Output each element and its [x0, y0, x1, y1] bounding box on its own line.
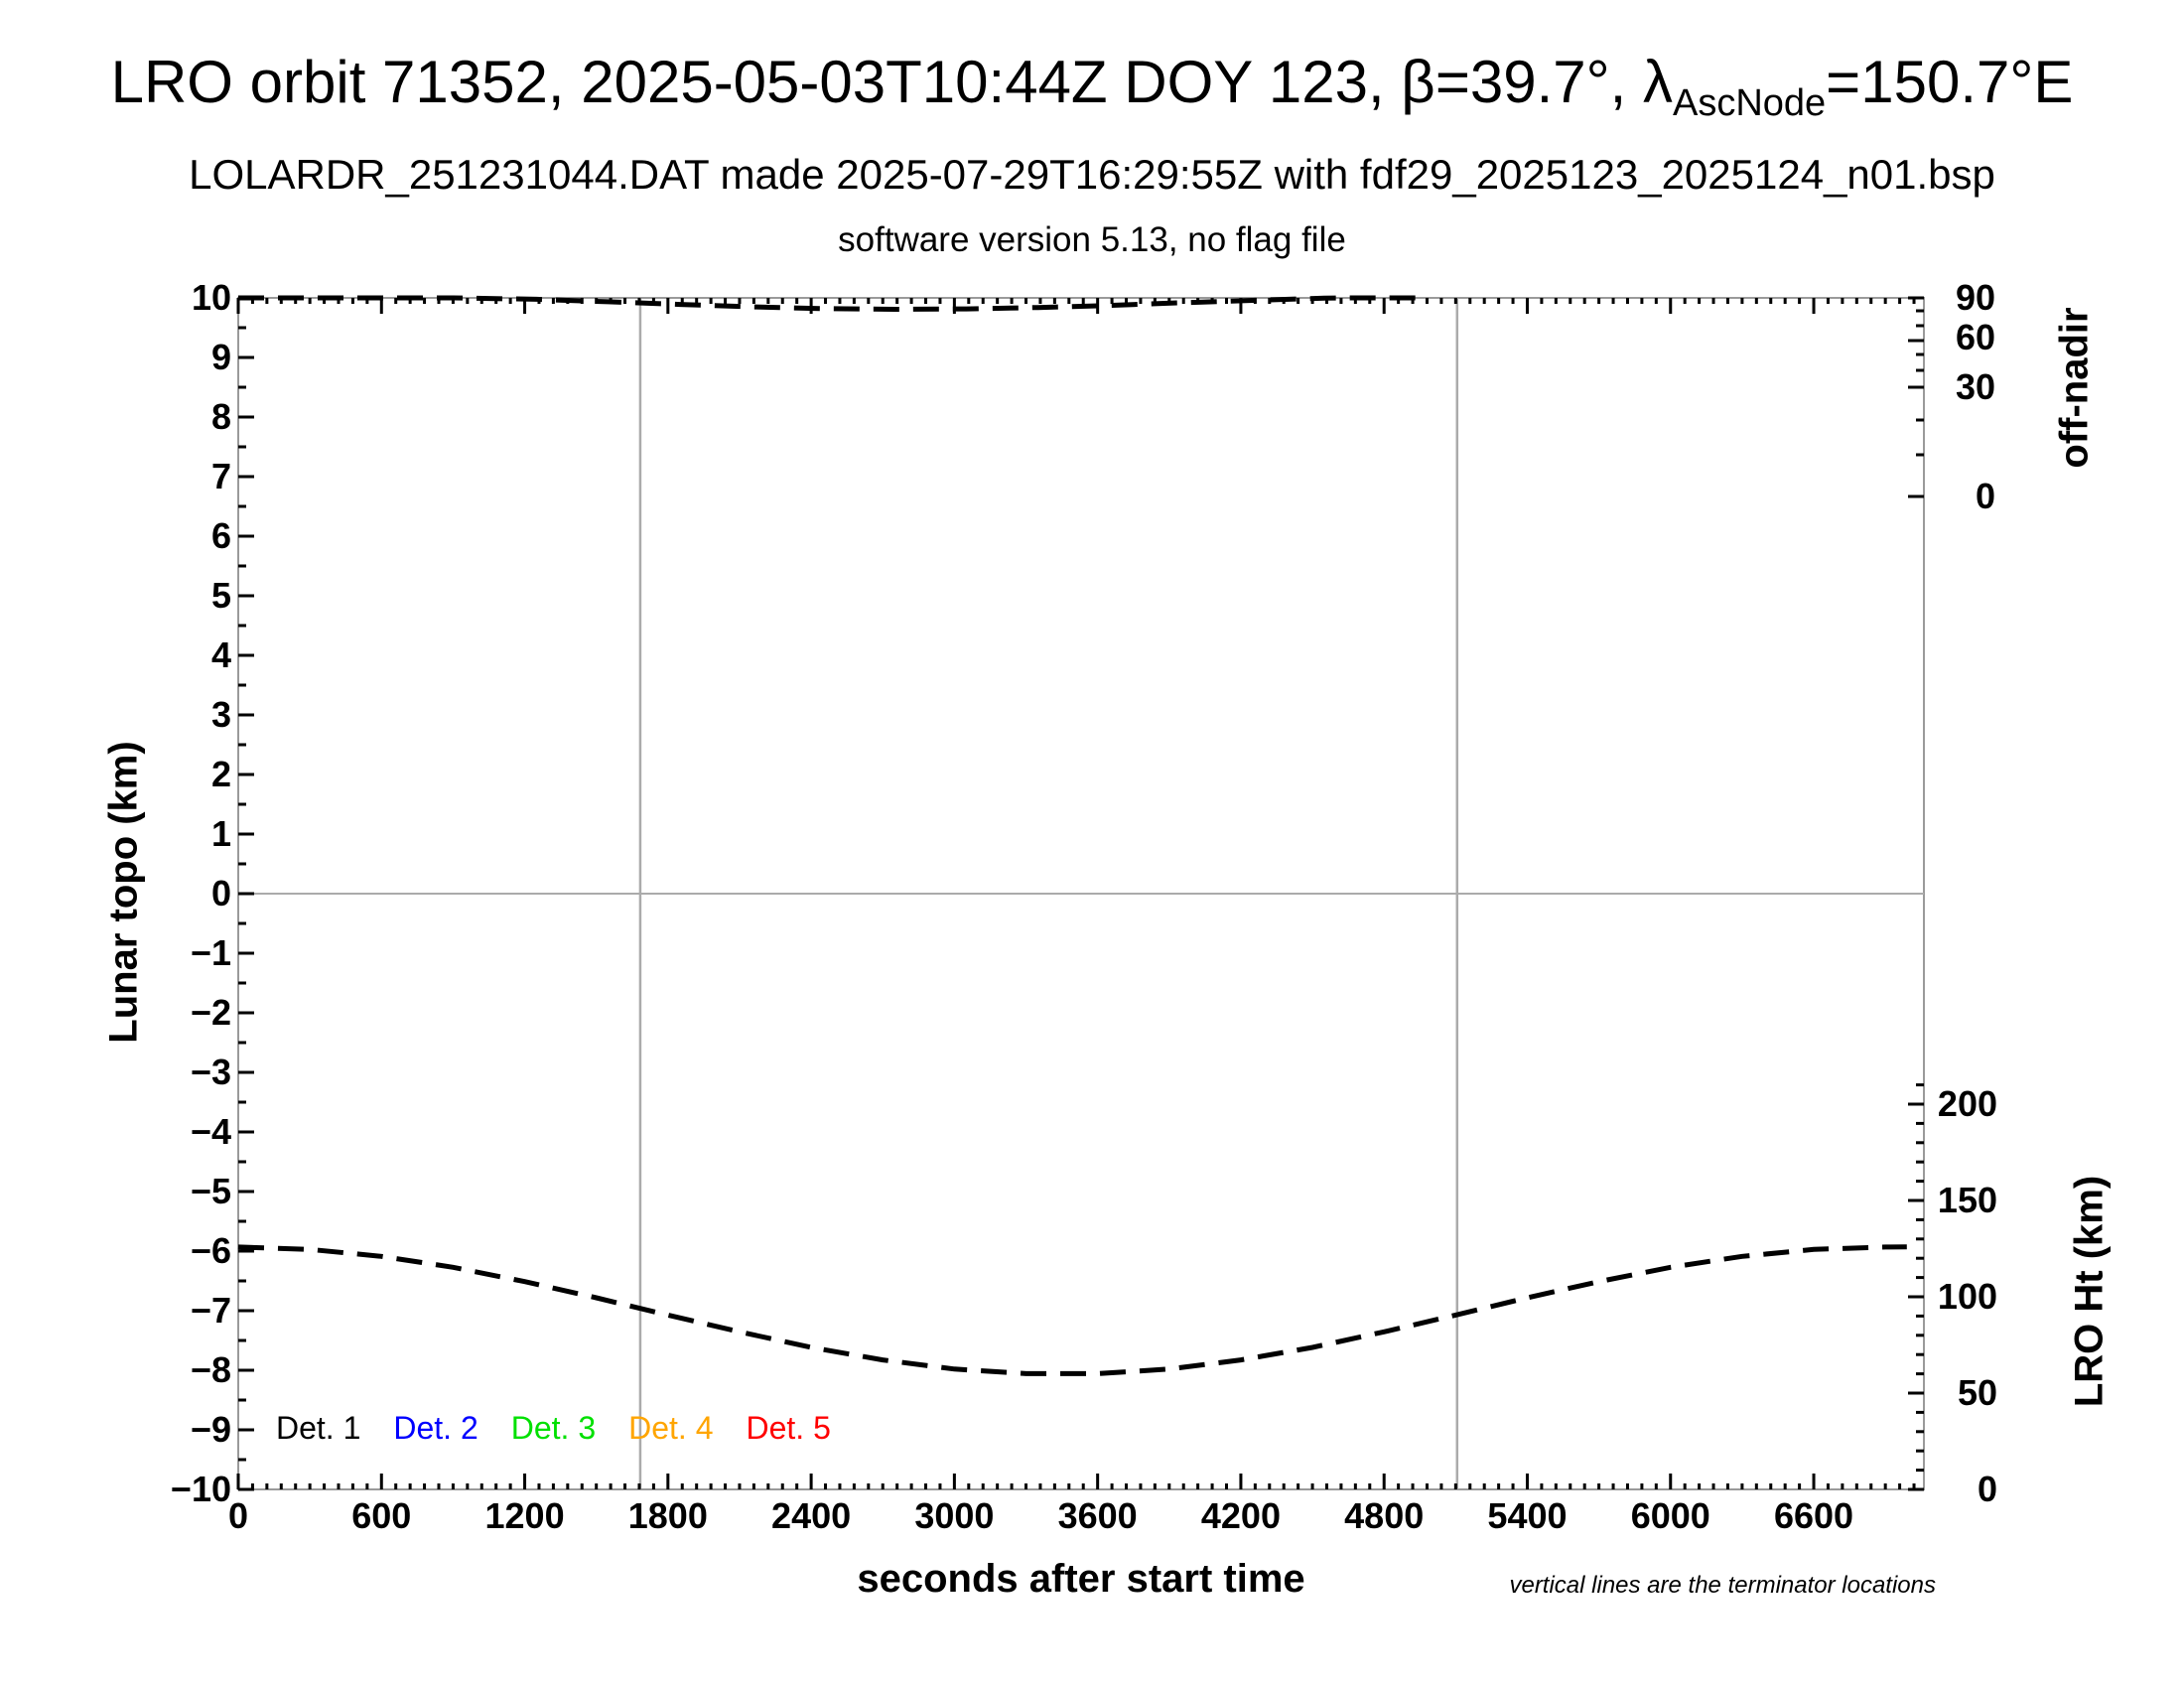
y-axis-tick-label: 10: [191, 277, 231, 318]
subtitle: LOLARDR_251231044.DAT made 2025-07-29T16…: [189, 151, 1995, 198]
y-axis-tick-label: 2: [210, 754, 231, 794]
y-axis-tick-label: −6: [190, 1230, 231, 1271]
y-axis-tick-label: 3: [210, 694, 231, 735]
software-version-line: software version 5.13, no flag file: [838, 220, 1346, 259]
y-axis-tick-label: −3: [190, 1052, 231, 1092]
legend-item: Det. 3: [510, 1410, 597, 1446]
y-axis-tick-label: −8: [190, 1349, 231, 1390]
lro-ht-tick-label: 200: [1937, 1083, 1997, 1124]
legend-item: Det. 1: [276, 1410, 361, 1446]
x-axis-tick-label: 6600: [1773, 1495, 1854, 1536]
x-axis-tick-label: 4200: [1200, 1495, 1281, 1536]
x-axis-tick-label: 6000: [1630, 1495, 1710, 1536]
y-axis-tick-label: 9: [210, 337, 231, 377]
x-axis-tick-label: 4800: [1344, 1495, 1425, 1536]
legend-item: Det. 4: [628, 1410, 714, 1446]
y-axis-tick-label: 7: [210, 456, 231, 496]
title-subscript: AscNode: [1672, 82, 1827, 124]
y-axis-tick-label: −4: [190, 1111, 231, 1152]
x-axis-tick-label: 3600: [1057, 1495, 1138, 1536]
legend-item: Det. 2: [393, 1410, 478, 1446]
y-axis-tick-label: 5: [210, 575, 231, 616]
page-title: LRO orbit 71352, 2025-05-03T10:44Z DOY 1…: [0, 48, 2184, 125]
off-nadir-tick-label: 60: [1955, 317, 1995, 357]
lro-ht-tick-label: 50: [1957, 1372, 1997, 1413]
y-axis-tick-label: 6: [210, 515, 231, 556]
lro-height-curve: [237, 1244, 1907, 1376]
y-axis-title-left: Lunar topo (km): [101, 741, 146, 1044]
x-axis-tick-label: 3000: [914, 1495, 995, 1536]
legend-item: Det. 5: [746, 1410, 831, 1446]
y-axis-tick-label: 1: [210, 813, 231, 854]
y-axis-tick-label: 4: [210, 634, 231, 675]
off-nadir-curve: [238, 295, 1421, 313]
x-axis-tick-label: 2400: [771, 1495, 852, 1536]
terminator-note: vertical lines are the terminator locati…: [1509, 1572, 1936, 1599]
off-nadir-tick-label: 30: [1955, 366, 1995, 407]
x-axis-tick-label: 0: [227, 1495, 249, 1536]
y-axis-tick-label: −2: [190, 992, 231, 1033]
title-main: LRO orbit 71352, 2025-05-03T10:44Z DOY 1…: [110, 49, 1673, 115]
detector-legend: Det. 1 Det. 2 Det. 3 Det. 4 Det. 5: [276, 1410, 831, 1447]
x-axis-tick-label: 5400: [1487, 1495, 1568, 1536]
x-axis-tick-label: 1800: [627, 1495, 708, 1536]
off-nadir-tick-label: 0: [1975, 476, 1995, 516]
y-axis-title-lro-ht: LRO Ht (km): [2067, 1175, 2112, 1408]
y-axis-title-off-nadir: off-nadir: [2052, 307, 2097, 469]
lro-ht-tick-label: 150: [1937, 1180, 1997, 1220]
lro-ht-tick-label: 0: [1977, 1469, 1997, 1509]
x-axis-title: seconds after start time: [857, 1557, 1305, 1601]
y-axis-tick-label: 0: [210, 873, 231, 914]
off-nadir-tick-label: 90: [1955, 277, 1995, 318]
y-axis-tick-label: −7: [190, 1290, 231, 1331]
title-tail: =150.7°E: [1826, 49, 2074, 115]
x-axis-tick-label: 600: [351, 1495, 412, 1536]
y-axis-tick-label: −1: [190, 932, 231, 973]
lro-ht-tick-label: 100: [1937, 1276, 1997, 1317]
x-axis-tick-label: 1200: [484, 1495, 565, 1536]
y-axis-tick-label: −9: [190, 1409, 231, 1450]
y-axis-tick-label: 8: [210, 396, 231, 437]
y-axis-tick-label: −5: [190, 1171, 231, 1211]
y-axis-tick-label: −10: [170, 1469, 231, 1509]
